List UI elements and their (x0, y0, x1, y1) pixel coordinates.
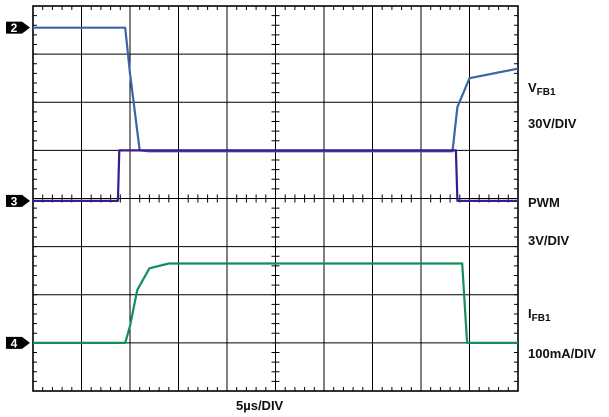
channel-marker-box (6, 194, 22, 207)
plot-frame (32, 5, 519, 392)
series-trace-3 (33, 262, 518, 344)
channel-marker-2: 2 (6, 21, 30, 35)
series-label-ifb1: IFB1 (528, 306, 551, 324)
channel-marker-number: 4 (11, 336, 18, 350)
series-scale-ifb1: 100mA/DIV (528, 346, 596, 361)
series-trace-2 (33, 149, 518, 202)
series-label-pwm: PWM (528, 195, 560, 210)
channel-marker-arrow (22, 194, 30, 207)
channel-marker-arrow (22, 336, 30, 349)
series-scale-vfb1: 30V/DIV (528, 116, 577, 131)
channel-marker-box (6, 336, 22, 349)
channel-marker-4: 4 (6, 336, 30, 350)
channel-markers: 2 3 4 (6, 21, 30, 350)
channel-marker-box (6, 21, 22, 34)
channel-marker-number: 3 (11, 194, 18, 208)
series-scale-pwm: 3V/DIV (528, 233, 570, 248)
channel-marker-number: 2 (11, 21, 18, 35)
channel-marker-3: 3 (6, 194, 30, 208)
series-label-vfb1: VFB1 (528, 80, 556, 98)
channel-marker-arrow (22, 21, 30, 34)
traces (33, 26, 519, 344)
x-axis-label: 5µs/DIV (236, 398, 284, 413)
